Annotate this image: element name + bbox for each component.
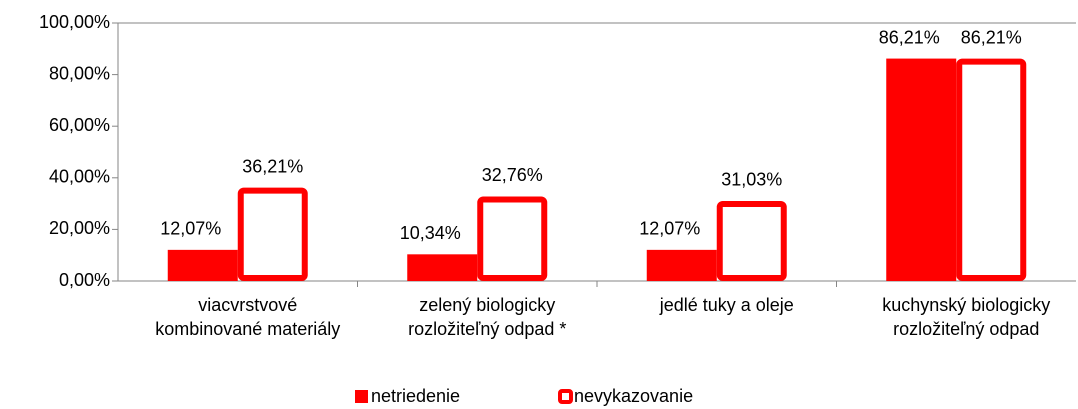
- bar: [956, 58, 1027, 281]
- bar: [477, 196, 548, 281]
- bar: [407, 254, 478, 281]
- bar: [167, 249, 238, 281]
- x-tick-label: jedlé tuky a oleje: [659, 295, 794, 315]
- y-tick-label: 100,00%: [39, 12, 110, 32]
- bar: [646, 249, 717, 281]
- bar: [886, 58, 957, 281]
- data-label: 32,76%: [482, 165, 543, 185]
- legend-label: netriedenie: [371, 386, 460, 406]
- x-tick-label: kombinované materiály: [155, 319, 340, 339]
- x-tick-label: rozložiteľný odpad: [893, 319, 1039, 339]
- data-label: 12,07%: [639, 219, 700, 239]
- data-label: 12,07%: [160, 219, 221, 239]
- y-tick-label: 20,00%: [49, 218, 110, 238]
- bar: [237, 187, 308, 281]
- legend-label: nevykazovanie: [574, 386, 693, 406]
- y-tick-label: 40,00%: [49, 167, 110, 187]
- data-label: 36,21%: [242, 156, 303, 176]
- legend-swatch: [558, 389, 573, 404]
- y-tick-label: 60,00%: [49, 115, 110, 135]
- data-label: 10,34%: [400, 223, 461, 243]
- data-label: 31,03%: [721, 170, 782, 190]
- bar: [716, 200, 787, 281]
- x-tick-label: zelený biologicky: [419, 295, 555, 315]
- data-label: 86,21%: [961, 27, 1022, 47]
- y-tick-label: 80,00%: [49, 63, 110, 83]
- x-tick-label: rozložiteľný odpad *: [408, 319, 566, 339]
- legend-swatch: [355, 390, 368, 403]
- data-label: 86,21%: [879, 27, 940, 47]
- x-tick-label: viacvrstvové: [198, 295, 297, 315]
- x-tick-label: kuchynský biologicky: [882, 295, 1050, 315]
- y-tick-label: 0,00%: [59, 270, 110, 290]
